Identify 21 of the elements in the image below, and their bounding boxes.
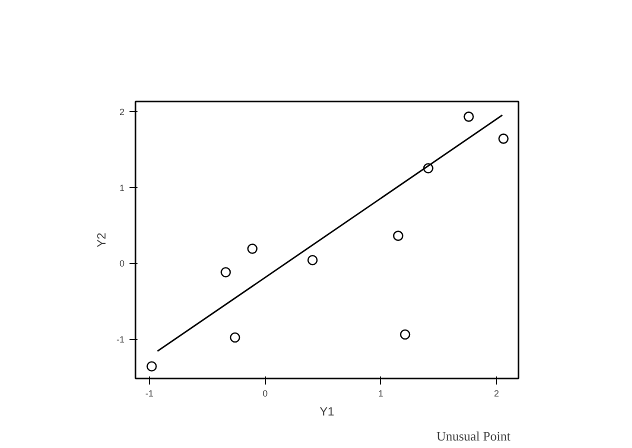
- x-axis-title: Y1: [320, 404, 335, 418]
- text: Unusual Point: [436, 428, 511, 444]
- point: [230, 332, 240, 343]
- point: [393, 230, 404, 241]
- point: [498, 134, 509, 144]
- y-tick-label: -1: [116, 334, 125, 345]
- point: [400, 329, 410, 340]
- x-tick-label: 0: [262, 388, 268, 398]
- point: [464, 112, 474, 122]
- x-tick-label: 1: [378, 388, 384, 398]
- point: [220, 267, 231, 278]
- x-tick-label: 2: [494, 388, 500, 398]
- point: [247, 244, 258, 254]
- y-tick-label: 2: [119, 106, 125, 117]
- point: [146, 361, 157, 372]
- y-axis-title: Y2: [94, 232, 108, 248]
- point: [423, 163, 434, 174]
- point: [307, 254, 318, 266]
- y-tick-label: 0: [119, 258, 125, 269]
- x-tick-label: -1: [145, 388, 154, 398]
- y-tick-label: 1: [119, 182, 125, 193]
